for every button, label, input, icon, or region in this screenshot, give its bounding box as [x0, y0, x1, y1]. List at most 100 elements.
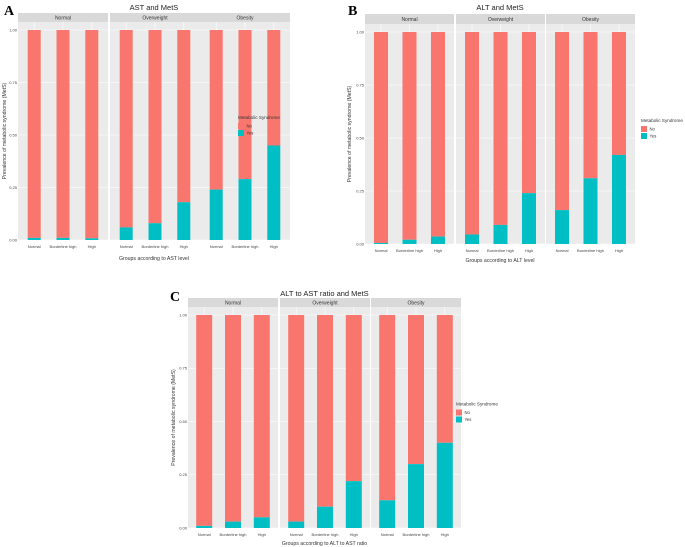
legend-label: Yes: [465, 417, 472, 422]
bar-yes: [611, 154, 626, 244]
x-tick-label: Borderline high: [403, 532, 430, 537]
x-tick-label: High: [441, 532, 449, 537]
y-tick-label: 1.00: [356, 29, 365, 34]
facet-label: Overweight: [312, 300, 338, 306]
bar-no: [119, 30, 133, 228]
bar-yes: [436, 442, 453, 528]
x-tick-label: Borderline high: [577, 248, 604, 253]
bar-yes: [56, 237, 70, 240]
y-axis-title: Prevalence of metabolic syndrome (MetS): [171, 369, 177, 466]
facet-label: Obesity: [237, 15, 254, 21]
y-tick-label: 0.50: [356, 135, 365, 140]
bar-yes: [85, 238, 99, 240]
facet-strip: [110, 13, 200, 22]
x-tick-label: Borderline high: [312, 532, 339, 537]
bar-no: [436, 315, 453, 443]
x-tick-label: Normal: [198, 532, 211, 537]
y-tick-label: 0.00: [179, 525, 188, 530]
facet-label: Overweight: [142, 15, 168, 21]
bar-no: [374, 32, 389, 243]
panel-letter: B: [348, 4, 357, 19]
legend-swatch-yes: [456, 416, 462, 423]
x-tick-label: High: [88, 244, 96, 249]
x-tick-label: Borderline high: [142, 244, 169, 249]
y-tick-label: 0.75: [9, 80, 18, 85]
legend-swatch-yes: [238, 130, 244, 136]
x-tick-label: High: [180, 244, 188, 249]
facet-strip: [280, 298, 370, 307]
bar-yes: [119, 227, 133, 240]
bar-no: [430, 32, 445, 237]
bar-no: [408, 315, 424, 465]
bar-no: [177, 30, 191, 203]
x-tick-label: Borderline high: [220, 532, 247, 537]
x-tick-label: Borderline high: [50, 244, 77, 249]
bar-yes: [379, 500, 396, 528]
bar-no: [253, 315, 270, 518]
y-tick-label: 0.25: [9, 185, 18, 190]
x-tick-label: High: [258, 532, 266, 537]
panel-letter: C: [170, 290, 180, 305]
chart-panel-b: B ALT and MetS 0.00 0.25 0.50 0.75 1.00 Prevale…: [347, 3, 683, 264]
bar-no: [267, 30, 281, 146]
bar-no: [238, 30, 252, 180]
y-tick-label: 0.75: [356, 82, 365, 87]
x-tick-label: High: [270, 244, 278, 249]
bar-yes: [27, 237, 41, 240]
legend-swatch-no: [641, 126, 647, 132]
x-tick-label: Borderline high: [396, 248, 423, 253]
bar-no: [583, 32, 598, 179]
facet-label: Normal: [401, 17, 417, 23]
chart-title: ALT and MetS: [476, 3, 523, 12]
facet-label: Overweight: [488, 17, 514, 23]
facet-label: Normal: [55, 15, 71, 21]
bar-yes: [253, 517, 270, 528]
x-axis-title: Groups according to ALT level: [465, 258, 534, 264]
bar-yes: [209, 189, 223, 240]
bar-no: [27, 30, 41, 238]
bar-no: [611, 32, 626, 155]
chart-panel-c: C ALT to AST ratio and MetS 0.00 0.25 0.50 0.…: [170, 289, 498, 547]
legend-swatch-no: [238, 123, 244, 129]
x-tick-label: High: [615, 248, 623, 253]
y-axis-title: Prevalence of metabolic syndrome (MetS): [2, 82, 8, 179]
legend-title: Metabolic Syndrome: [238, 115, 280, 120]
x-tick-label: High: [525, 248, 533, 253]
bar-yes: [225, 521, 241, 528]
legend-title: Metabolic Syndrome: [456, 402, 498, 407]
bar-no: [402, 32, 417, 240]
facet-label: Normal: [225, 300, 241, 306]
facet-strip: [546, 14, 635, 24]
bar-no: [317, 315, 333, 507]
facet-strip: [456, 14, 545, 24]
x-tick-label: Normal: [556, 248, 569, 253]
bar-yes: [288, 521, 305, 528]
x-tick-label: Normal: [290, 532, 303, 537]
bar-yes: [148, 223, 162, 240]
bar-no: [288, 315, 305, 522]
x-tick-label: Normal: [28, 244, 41, 249]
y-tick-label: 0.75: [179, 366, 188, 371]
bar-no: [465, 32, 480, 235]
bar-no: [56, 30, 70, 238]
legend-label: No: [650, 127, 656, 132]
bar-no: [196, 315, 213, 526]
bar-no: [555, 32, 570, 211]
y-tick-label: 0.50: [9, 132, 18, 137]
facet-label: Obesity: [408, 300, 425, 306]
chart-panel-a: A AST and MetS 0.00 0.25 0.50 0.75 1.00 Prevale…: [2, 3, 290, 262]
bar-yes: [493, 224, 508, 244]
bar-no: [148, 30, 162, 224]
bar-yes: [408, 464, 424, 528]
bar-yes: [238, 179, 252, 240]
bar-no: [209, 30, 223, 190]
bar-no: [379, 315, 396, 501]
y-tick-label: 0.25: [356, 188, 365, 193]
bar-yes: [430, 236, 445, 244]
legend-label: Yes: [650, 134, 657, 139]
bar-yes: [465, 234, 480, 244]
facet-strip: [365, 14, 454, 24]
x-tick-label: Borderline high: [487, 248, 514, 253]
x-tick-label: High: [350, 532, 358, 537]
